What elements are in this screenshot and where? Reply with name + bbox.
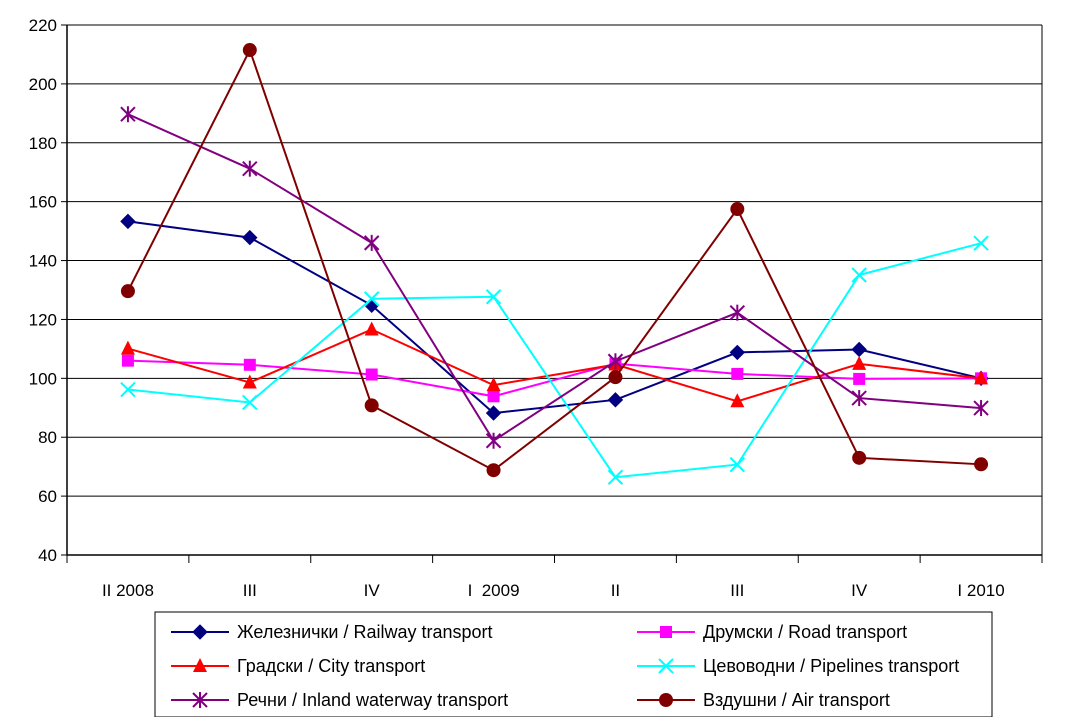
triangle-marker xyxy=(852,355,867,370)
series-3 xyxy=(120,321,989,408)
legend-item: Вздушни / Air transport xyxy=(637,690,890,710)
legend: Железнички / Railway transport Друмски / … xyxy=(154,611,993,717)
circle-marker xyxy=(974,457,989,472)
legend-item: Цевоводни / Pipelines transport xyxy=(637,656,959,676)
circle-marker xyxy=(486,463,501,478)
asterisk-marker xyxy=(607,353,624,370)
diamond-marker xyxy=(851,341,867,358)
triangle-marker xyxy=(120,340,135,355)
x-marker xyxy=(729,456,746,473)
series-line xyxy=(127,359,982,398)
triangle-marker xyxy=(974,370,989,385)
diamond-marker xyxy=(192,624,208,640)
x-marker xyxy=(658,658,674,674)
series-group xyxy=(120,43,989,485)
square-marker xyxy=(731,367,744,380)
y-tick-label: 100 xyxy=(29,369,57,388)
circle-marker xyxy=(659,693,673,707)
legend-label: Градски / City transport xyxy=(237,656,425,676)
x-marker xyxy=(851,267,867,283)
asterisk-marker xyxy=(729,304,746,321)
diamond-marker xyxy=(485,405,502,421)
circle-marker xyxy=(364,398,379,413)
square-marker xyxy=(121,354,134,367)
series-line xyxy=(127,220,982,415)
diamond-marker xyxy=(729,344,746,361)
series-line xyxy=(127,47,982,472)
square-marker xyxy=(365,368,378,381)
y-tick-label: 60 xyxy=(38,487,57,506)
triangle-marker xyxy=(364,321,379,336)
y-tick-label: 180 xyxy=(29,134,57,153)
triangle-marker xyxy=(193,658,207,672)
x-tick-label: III xyxy=(243,581,257,600)
triangle-marker xyxy=(242,374,257,389)
asterisk-marker xyxy=(192,692,208,708)
square-marker xyxy=(853,372,866,385)
legend-label: Речни / Inland waterway transport xyxy=(237,690,508,710)
square-marker xyxy=(243,358,256,371)
asterisk-marker xyxy=(242,160,258,177)
legend-item: Градски / City transport xyxy=(171,656,425,676)
x-marker xyxy=(973,235,989,251)
x-tick-label: I 2009 xyxy=(468,581,520,600)
series-line xyxy=(127,242,982,479)
triangle-marker xyxy=(730,393,745,408)
legend-item: Железнички / Railway transport xyxy=(171,622,493,642)
x-marker xyxy=(607,469,624,485)
series-line xyxy=(127,113,982,443)
x-marker xyxy=(120,381,136,398)
circle-marker xyxy=(730,202,745,217)
series-1 xyxy=(120,213,989,421)
square-marker xyxy=(660,626,672,638)
triangle-marker xyxy=(486,377,501,392)
diamond-marker xyxy=(120,213,136,230)
circle-marker xyxy=(120,284,135,299)
asterisk-marker xyxy=(120,106,136,123)
y-tick-label: 40 xyxy=(38,546,57,565)
x-tick-label: III xyxy=(730,581,744,600)
x-marker xyxy=(363,291,380,307)
asterisk-marker xyxy=(973,400,989,417)
series-6 xyxy=(120,43,989,478)
y-tick-label: 200 xyxy=(29,75,57,94)
x-marker xyxy=(485,289,502,305)
diamond-marker xyxy=(242,229,258,246)
asterisk-marker xyxy=(485,432,502,449)
x-tick-label: I 2010 xyxy=(957,581,1004,600)
y-tick-label: 80 xyxy=(38,428,57,447)
asterisk-marker xyxy=(363,234,380,251)
legend-label: Друмски / Road transport xyxy=(703,622,907,642)
x-tick-label: IV xyxy=(851,581,868,600)
square-marker xyxy=(487,390,500,403)
y-tick-label: 220 xyxy=(29,16,57,35)
series-line xyxy=(127,328,982,403)
y-tick-label: 160 xyxy=(29,193,57,212)
asterisk-marker xyxy=(851,390,867,407)
legend-box xyxy=(154,611,993,717)
legend-item: Речни / Inland waterway transport xyxy=(171,690,508,710)
circle-marker xyxy=(608,370,623,385)
legend-label: Вздушни / Air transport xyxy=(703,690,890,710)
series-4 xyxy=(120,235,989,485)
legend-label: Железнички / Railway transport xyxy=(237,622,493,642)
circle-marker xyxy=(242,43,257,58)
axes: 40 60 80 100 120 140 160 180 200 220 II 2008 III IV I… xyxy=(29,16,1043,600)
x-tick-label: II xyxy=(611,581,620,600)
x-marker xyxy=(242,394,258,411)
series-5 xyxy=(120,106,989,449)
y-tick-label: 140 xyxy=(29,252,57,271)
legend-label: Цевоводни / Pipelines transport xyxy=(703,656,959,676)
gridlines xyxy=(67,24,1043,555)
circle-marker xyxy=(852,450,867,465)
x-tick-label: II 2008 xyxy=(102,581,154,600)
diamond-marker xyxy=(607,392,624,408)
y-tick-label: 120 xyxy=(29,310,57,329)
x-tick-label: IV xyxy=(364,581,381,600)
legend-item: Друмски / Road transport xyxy=(637,622,907,642)
